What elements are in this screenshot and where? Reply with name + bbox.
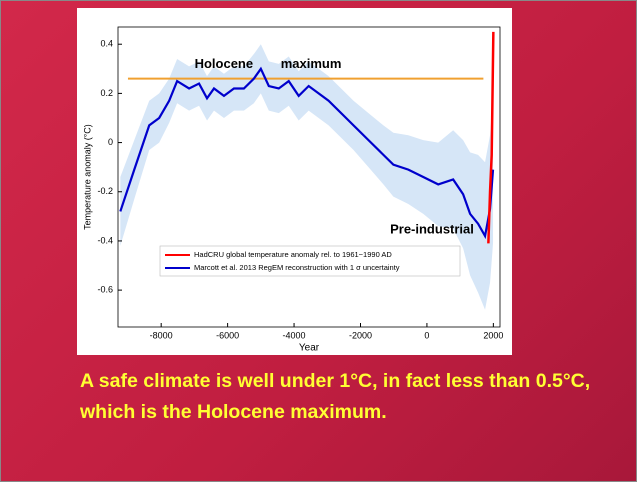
legend-box [159,245,461,277]
y-axis-label: Temperature anomaly (°C) [82,124,92,230]
x-tick-label: 2000 [483,330,503,340]
x-tick-label: -6000 [216,330,239,340]
legend-label: Marcott et al. 2013 RegEM reconstruction… [194,263,400,272]
x-tick-label: -4000 [283,330,306,340]
legend-label: HadCRU global temperature anomaly rel. t… [194,250,392,259]
reference-label: Holocene maximum [195,56,342,71]
annotation: Pre-industrial [390,221,474,236]
series-line [487,31,495,244]
uncertainty-band [120,44,494,310]
caption: A safe climate is well under 1°C, in fac… [80,370,591,423]
y-tick-label: 0.2 [100,88,113,98]
y-tick-label: -0.6 [97,284,113,294]
y-tick-label: -0.4 [97,235,113,245]
y-tick-label: 0 [108,137,113,147]
x-tick-label: -2000 [349,330,372,340]
series-line [119,66,495,240]
x-tick-label: -8000 [150,330,173,340]
x-axis-label: Year [299,343,320,354]
y-tick-label: -0.2 [97,186,113,196]
y-tick-label: 0.4 [100,39,113,49]
plot-frame [117,26,501,328]
x-tick-label: 0 [424,330,429,340]
